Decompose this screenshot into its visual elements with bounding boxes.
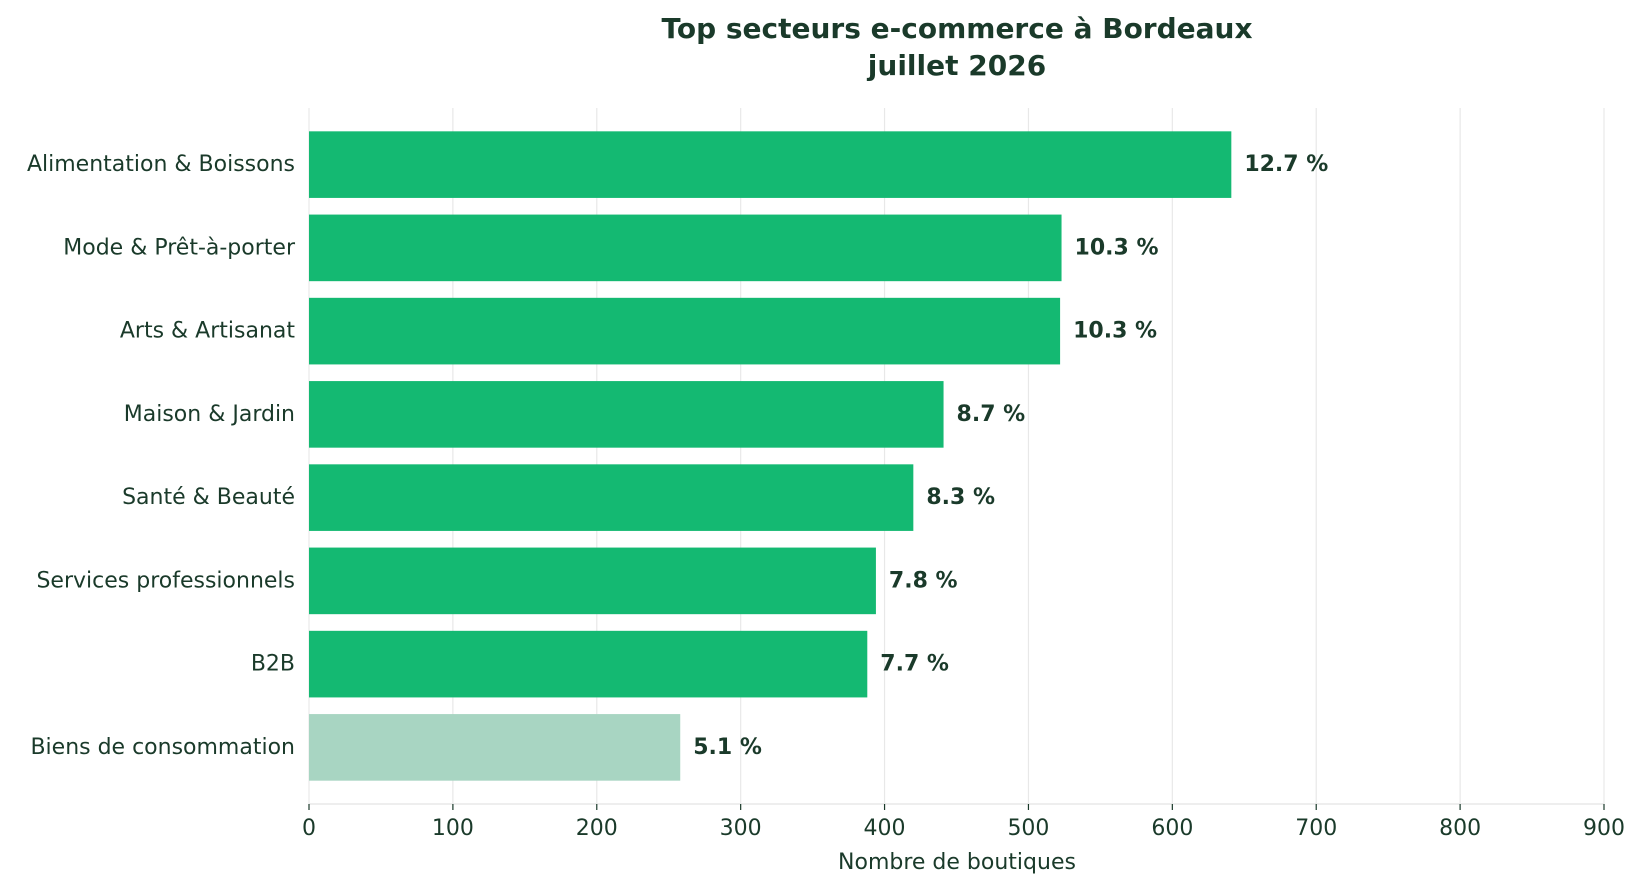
x-axis-ticks: 0 100 200 300 400 500 600 700 800 900 <box>302 804 1625 841</box>
x-tick-label-100: 100 <box>432 816 474 841</box>
x-tick-label-500: 500 <box>1007 816 1049 841</box>
bar-value-label-7: 5.1 % <box>693 735 762 760</box>
bar-3 <box>309 381 944 448</box>
bar-value-label-1: 10.3 % <box>1075 235 1159 260</box>
bar-0 <box>309 131 1232 198</box>
bar-4 <box>309 464 914 531</box>
bar-7 <box>309 714 681 781</box>
x-tick-label-700: 700 <box>1295 816 1337 841</box>
bar-value-label-3: 8.7 % <box>957 402 1026 427</box>
bar-value-label-5: 7.8 % <box>889 568 958 593</box>
chart-title-line-1: Top secteurs e-commerce à Bordeaux <box>661 12 1252 45</box>
bar-value-label-0: 12.7 % <box>1244 152 1328 177</box>
y-category-label-1: Mode & Prêt-à-porter <box>63 235 296 260</box>
bars <box>309 131 1232 781</box>
bar-value-labels: 12.7 % 10.3 % 10.3 % 8.7 % 8.3 % 7.8 % 7.7 % 5.… <box>693 152 1328 760</box>
chart-title-line-2: juillet 2026 <box>867 49 1046 82</box>
y-axis-category-labels: Alimentation & Boissons Mode & Prêt-à-por… <box>27 152 296 760</box>
x-tick-label-400: 400 <box>864 816 906 841</box>
bar-2 <box>309 297 1061 365</box>
y-category-label-0: Alimentation & Boissons <box>27 152 295 177</box>
bar-1 <box>309 214 1062 282</box>
x-tick-label-600: 600 <box>1151 816 1193 841</box>
x-tick-label-200: 200 <box>576 816 618 841</box>
x-axis-label: Nombre de boutiques <box>838 850 1076 875</box>
y-category-label-3: Maison & Jardin <box>124 402 295 427</box>
x-tick-label-0: 0 <box>302 816 316 841</box>
x-tick-label-900: 900 <box>1583 816 1625 841</box>
x-tick-label-300: 300 <box>720 816 762 841</box>
bar-6 <box>309 630 868 698</box>
y-category-label-5: Services professionnels <box>36 568 295 593</box>
y-category-label-7: Biens de consommation <box>30 735 295 760</box>
y-category-label-6: B2B <box>251 652 295 677</box>
bar-5 <box>309 547 876 615</box>
x-tick-label-800: 800 <box>1439 816 1481 841</box>
y-category-label-4: Santé & Beauté <box>122 485 295 510</box>
bar-value-label-2: 10.3 % <box>1073 319 1157 344</box>
bar-value-label-4: 8.3 % <box>926 485 995 510</box>
grid-lines <box>308 108 1605 805</box>
bar-value-label-6: 7.7 % <box>880 652 949 677</box>
y-category-label-2: Arts & Artisanat <box>120 319 296 344</box>
